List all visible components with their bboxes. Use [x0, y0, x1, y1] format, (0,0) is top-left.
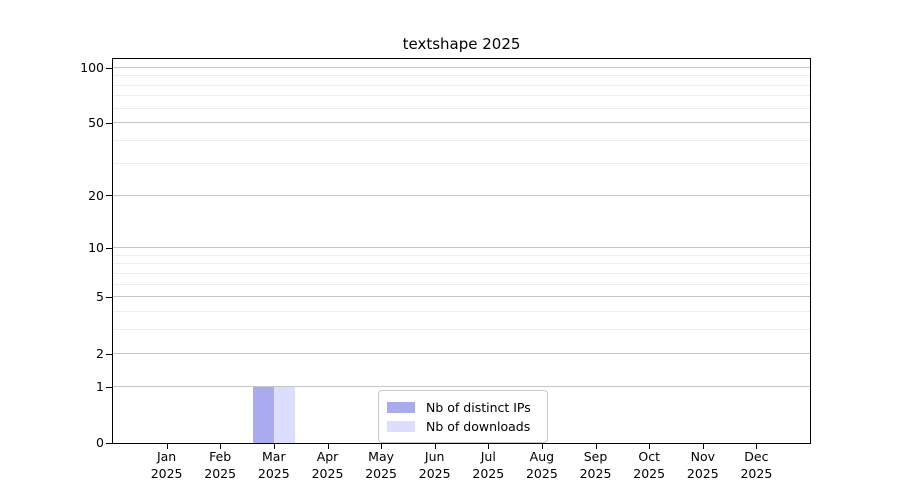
y-tick-label: 5	[96, 289, 104, 305]
x-tick-mark	[381, 444, 383, 449]
x-tick-year: 2025	[418, 466, 451, 481]
y-tick-mark	[106, 248, 113, 249]
x-tick-year: 2025	[311, 466, 344, 481]
gridline-minor	[113, 107, 810, 109]
legend-item: Nb of downloads	[387, 417, 539, 436]
x-tick-year: 2025	[472, 466, 505, 481]
y-tick-label: 0	[96, 435, 104, 450]
gridline-major	[113, 247, 810, 248]
x-tick-month: Apr	[316, 449, 339, 464]
x-tick-mark	[327, 444, 329, 449]
gridline-major	[113, 122, 810, 124]
y-tick-mark	[106, 123, 113, 124]
gridline-major	[113, 296, 810, 298]
x-tick-label: Jul 2025	[472, 448, 504, 482]
legend-item: Nb of distinct IPs	[387, 398, 539, 417]
legend-label: Nb of distinct IPs	[426, 400, 531, 415]
x-tick-month: Aug	[529, 449, 555, 464]
x-tick-year: 2025	[150, 466, 183, 481]
x-tick-month: Jul	[480, 449, 496, 464]
y-tick-mark	[106, 195, 113, 196]
x-tick-label: Mar 2025	[258, 448, 290, 482]
x-tick-year: 2025	[579, 466, 612, 481]
bar-nb-of-downloads	[273, 386, 295, 443]
gridline-minor	[113, 272, 810, 274]
x-tick-year: 2025	[365, 466, 397, 481]
y-tick-mark	[106, 443, 113, 444]
legend: Nb of distinct IPs Nb of downloads	[378, 390, 548, 443]
legend-swatch-nb-of-downloads	[387, 421, 415, 432]
y-tick-label: 100	[80, 59, 104, 75]
chart-title: textshape 2025	[402, 35, 521, 53]
gridline-minor	[113, 311, 810, 313]
gridline-major	[113, 194, 810, 196]
gridline-minor	[113, 263, 810, 265]
x-tick-month: May	[368, 449, 395, 464]
x-tick-month: Dec	[744, 449, 769, 464]
x-tick-month: Mar	[262, 449, 286, 464]
gridline-minor	[113, 75, 810, 77]
x-tick-mark	[488, 444, 490, 449]
gridline-major	[113, 352, 810, 354]
gridline-minor	[113, 84, 810, 86]
x-tick-mark	[649, 444, 651, 449]
y-tick-label: 50	[88, 115, 104, 131]
y-tick-mark	[106, 68, 113, 69]
x-tick-year: 2025	[257, 466, 290, 481]
x-tick-mark	[273, 444, 275, 449]
y-tick-mark	[106, 354, 113, 355]
y-tick-label: 10	[88, 240, 104, 255]
x-tick-label: Sep 2025	[580, 448, 612, 482]
x-tick-label: Jun 2025	[419, 448, 451, 482]
gridline-minor	[113, 329, 810, 331]
y-tick-mark	[106, 387, 113, 388]
gridline-minor	[113, 95, 810, 97]
x-tick-label: Apr 2025	[312, 448, 344, 482]
x-tick-month: Oct	[638, 449, 660, 464]
x-tick-year: 2025	[525, 466, 558, 481]
x-tick-label: Feb 2025	[204, 448, 236, 482]
x-tick-month: Jan	[156, 449, 177, 464]
x-tick-label: Dec 2025	[740, 448, 772, 482]
y-tick-label: 1	[96, 378, 104, 394]
x-tick-month: Jun	[424, 449, 445, 464]
y-tick-label: 2	[96, 345, 104, 361]
x-tick-year: 2025	[204, 466, 237, 481]
x-tick-mark	[541, 444, 543, 449]
y-tick-mark	[106, 297, 113, 298]
x-tick-month: Feb	[209, 449, 232, 464]
x-tick-month: Sep	[583, 449, 608, 464]
gridline-major	[113, 385, 810, 387]
gridline-minor	[113, 283, 810, 285]
x-tick-label: Oct 2025	[633, 448, 665, 482]
legend-label: Nb of downloads	[426, 419, 531, 434]
y-tick-label: 20	[88, 187, 104, 203]
gridline-minor	[113, 140, 810, 142]
x-tick-mark	[595, 444, 597, 449]
x-tick-mark	[166, 444, 168, 449]
x-tick-mark	[434, 444, 436, 449]
x-tick-mark	[220, 444, 222, 449]
x-tick-label: Nov 2025	[687, 448, 719, 482]
gridline-major	[113, 66, 810, 68]
x-tick-mark	[756, 444, 758, 449]
x-tick-month: Nov	[690, 449, 715, 464]
bar-nb-of-distinct-ips	[252, 386, 274, 443]
x-tick-mark	[702, 444, 704, 449]
x-tick-label: Aug 2025	[526, 448, 558, 482]
x-tick-label: May 2025	[365, 448, 397, 482]
plot-area	[112, 58, 811, 444]
gridline-minor	[113, 254, 810, 256]
x-tick-label: Jan 2025	[151, 448, 183, 482]
x-tick-year: 2025	[686, 466, 719, 481]
legend-swatch-nb-of-distinct-ips	[387, 402, 415, 413]
x-tick-year: 2025	[740, 466, 773, 481]
x-tick-year: 2025	[633, 466, 666, 481]
gridline-minor	[113, 162, 810, 164]
